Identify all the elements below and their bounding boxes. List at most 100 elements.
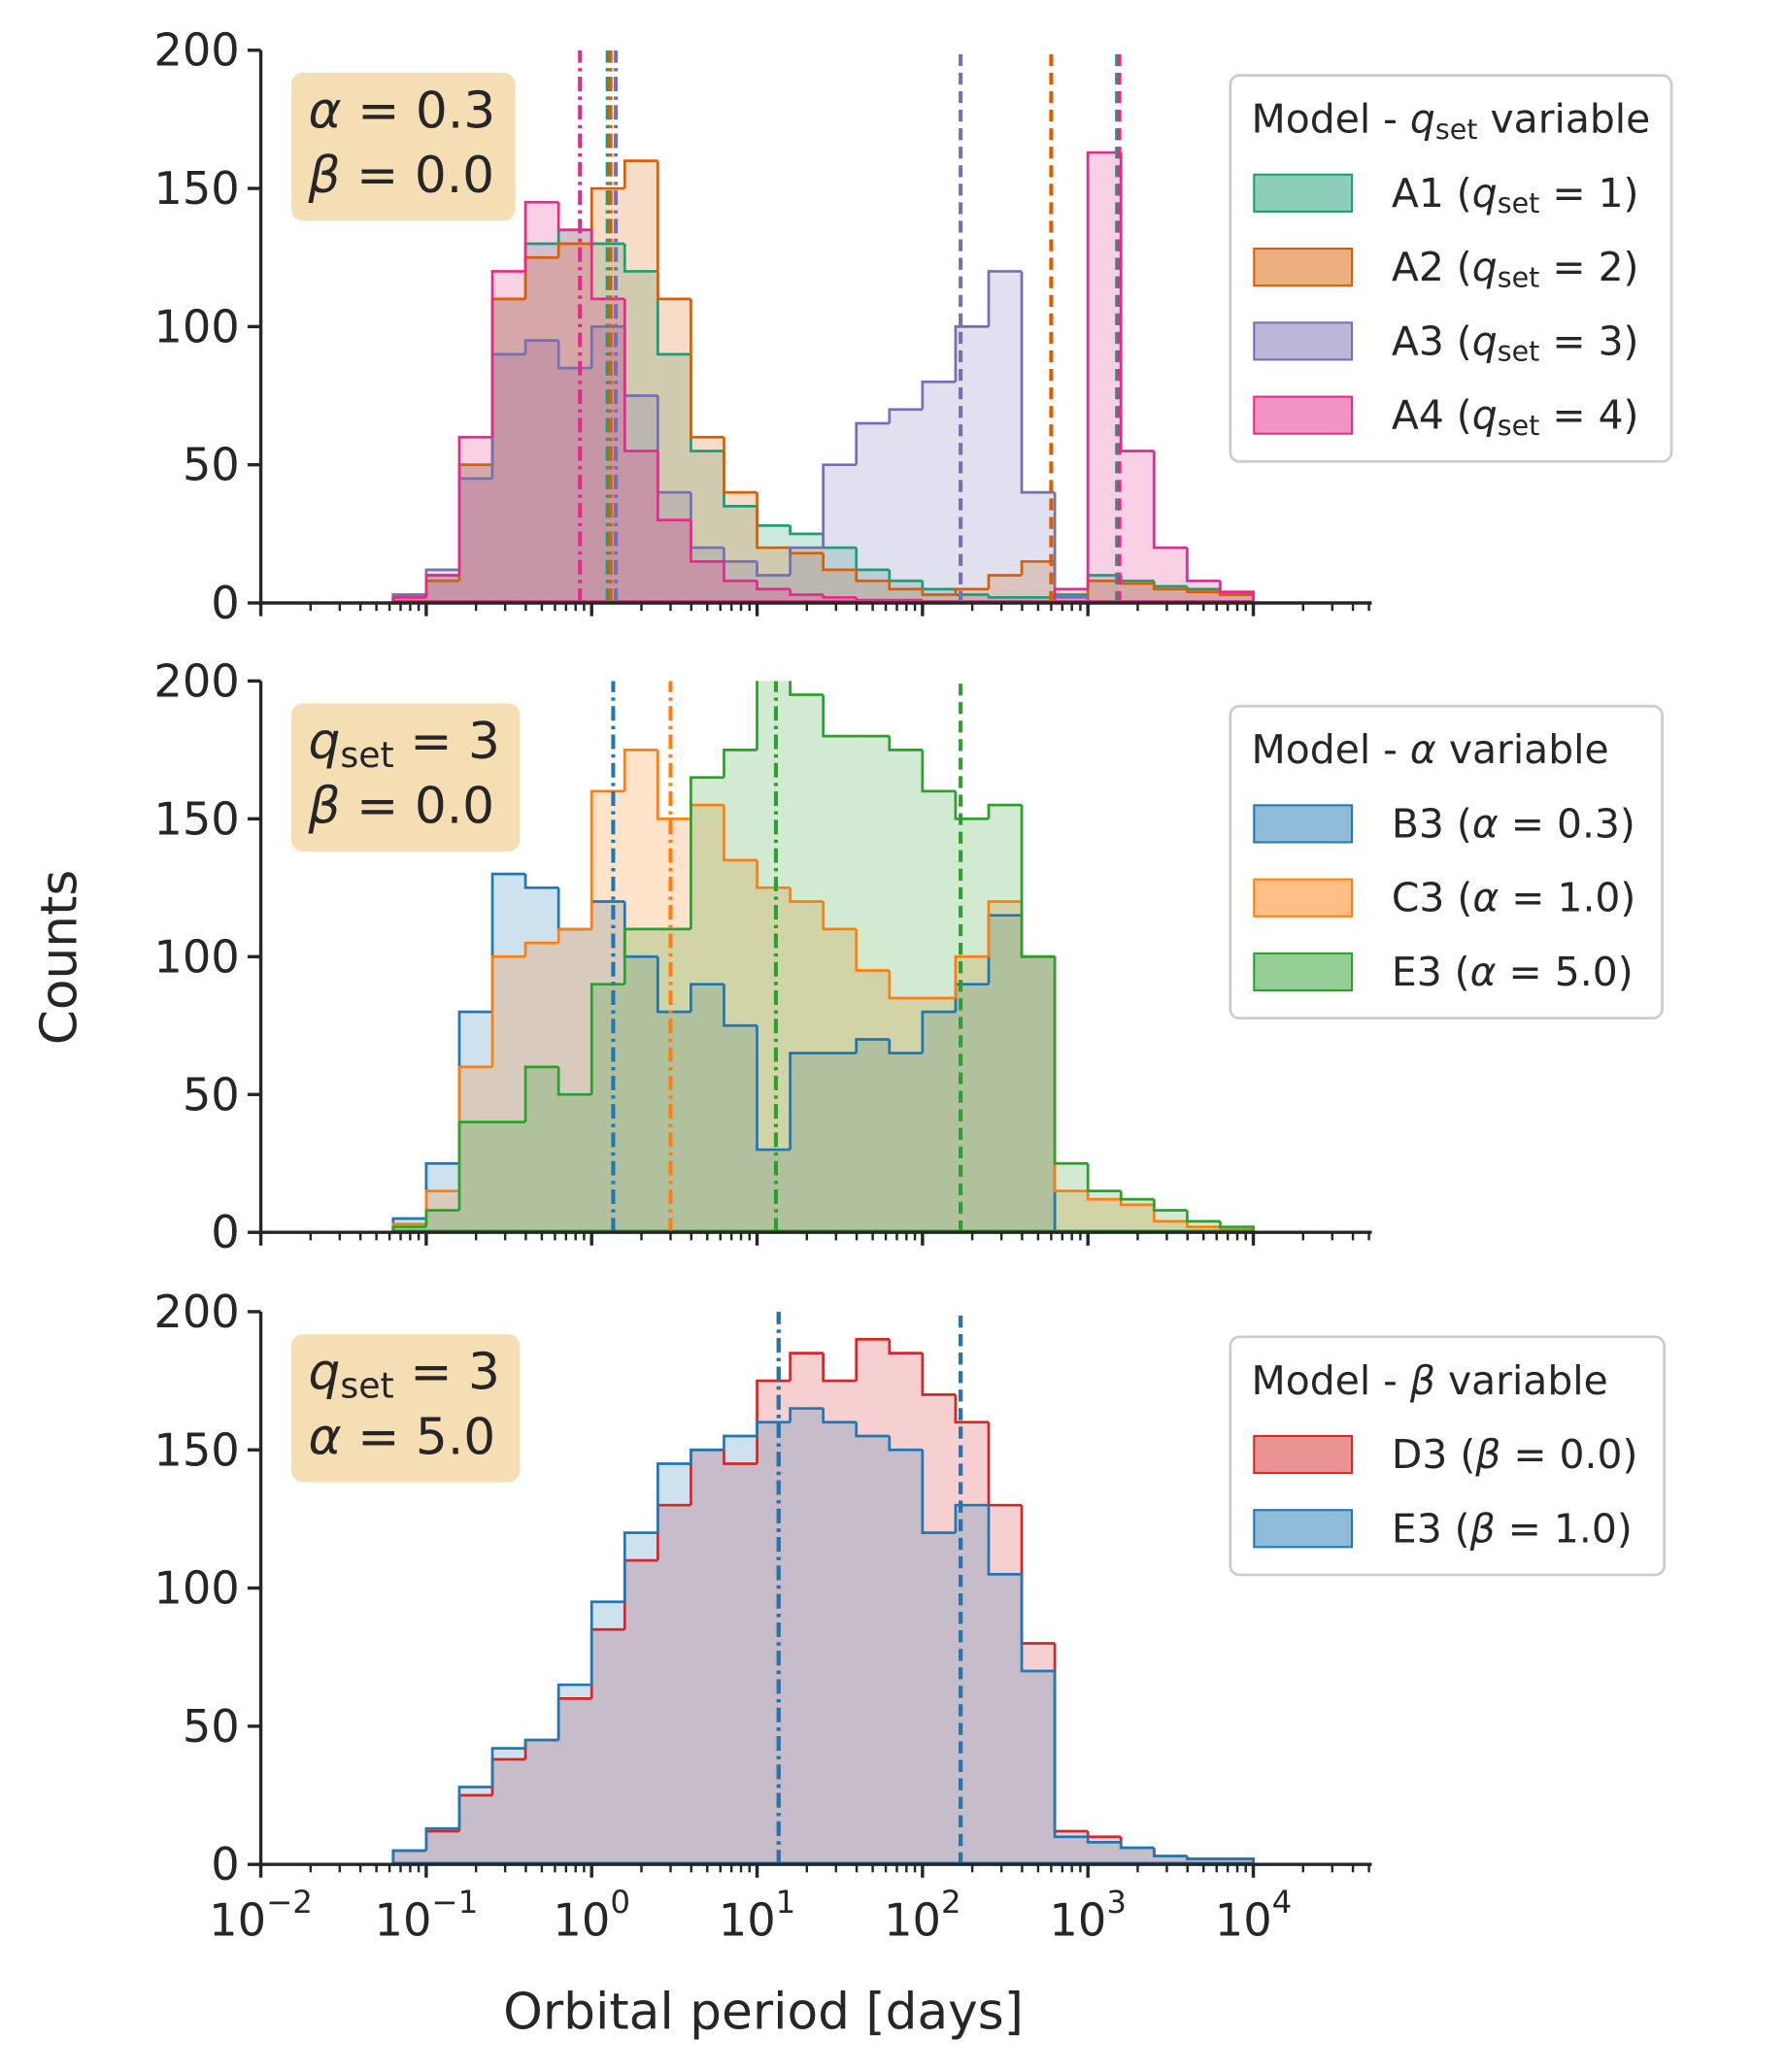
histogram-bar [492, 956, 526, 1233]
histogram-bar [823, 736, 857, 1233]
histogram-bar [989, 1574, 1023, 1865]
histogram-outline [756, 681, 758, 751]
histogram-bar [591, 1629, 625, 1865]
histogram-outline [723, 561, 758, 583]
histogram-bar [558, 1685, 592, 1865]
y-axis-label: Counts [31, 870, 89, 1046]
x-axis-label: Orbital period [days] [503, 1984, 1024, 2042]
histogram-bar [1022, 1643, 1056, 1865]
histogram-bar [624, 271, 658, 603]
histogram-outline [623, 159, 658, 189]
histogram-bar [1022, 492, 1056, 603]
histogram-outline [756, 1025, 791, 1152]
histogram-bar [724, 1463, 758, 1865]
histogram-bar [492, 298, 526, 603]
histogram-outline [1119, 1842, 1155, 1850]
histogram-outline [789, 1407, 824, 1422]
histogram-outline [723, 805, 758, 862]
histogram-bar [790, 533, 824, 603]
histogram-bar [624, 451, 658, 603]
legend-swatch [1253, 878, 1354, 918]
histogram-bar [492, 271, 526, 603]
histogram-outline [888, 1039, 923, 1055]
legend-label: A3 (qset = 3) [1392, 317, 1639, 367]
histogram-outline [457, 1786, 493, 1829]
histogram-bar [691, 451, 725, 603]
x-tick-label: 101 [719, 1884, 796, 1947]
histogram-bar [1187, 1858, 1221, 1865]
histogram-outline [789, 546, 824, 576]
histogram-outline [1186, 1855, 1221, 1860]
histogram-bar [856, 581, 890, 603]
legend-title: Model - β variable [1252, 1357, 1608, 1404]
histogram-bar [624, 1560, 658, 1865]
legend-title: Model - qset variable [1252, 96, 1651, 146]
histogram-bar [989, 597, 1023, 603]
y-tick-label: 200 [153, 1286, 239, 1338]
histogram-bar [724, 581, 758, 603]
histogram-outline [756, 561, 791, 577]
histogram-outline [656, 750, 691, 820]
histogram-bar [823, 1421, 857, 1865]
histogram-bar [657, 492, 691, 603]
histogram-outline [921, 750, 956, 793]
histogram-outline [1053, 956, 1089, 1165]
histogram-bar [525, 1740, 559, 1865]
histogram-bar [525, 943, 559, 1233]
histogram-outline [656, 956, 691, 1014]
histogram-bar [1022, 597, 1056, 603]
histogram-outline [556, 1683, 592, 1741]
y-tick-label: 100 [153, 930, 239, 983]
histogram-bar [392, 597, 426, 603]
histogram-bar [989, 805, 1023, 1233]
plot-area [391, 681, 1255, 1233]
histogram-bar [889, 1353, 923, 1865]
histogram-outline [1086, 597, 1122, 603]
histogram-bar [1022, 956, 1056, 1233]
histogram-outline [756, 1420, 791, 1437]
histogram-bar [458, 478, 493, 603]
histogram-bar [1220, 594, 1254, 603]
histogram-bar [889, 1450, 923, 1865]
legend-swatch [1253, 248, 1354, 287]
histogram-bar [691, 437, 725, 603]
histogram-outline [1086, 1836, 1122, 1844]
histogram-outline [855, 1338, 890, 1382]
legend-swatch [1253, 804, 1354, 844]
histogram-bar [525, 257, 559, 603]
histogram-outline [1020, 559, 1056, 576]
histogram-outline [391, 1849, 426, 1865]
histogram-outline [1186, 1220, 1221, 1228]
histogram-bar [1121, 584, 1155, 603]
histogram-bar [922, 997, 956, 1233]
histogram-bar [955, 594, 990, 603]
histogram-bar [757, 681, 791, 1233]
histogram-bar [591, 984, 625, 1233]
histogram-bar [1121, 1848, 1155, 1865]
histogram-bar [724, 1025, 758, 1233]
histogram-bar [790, 1353, 824, 1865]
histogram-bar [492, 1748, 526, 1865]
legend-swatch [1253, 1509, 1354, 1549]
histogram-outline [1086, 1163, 1122, 1193]
histogram-outline [490, 954, 526, 1067]
histogram-bar [657, 819, 691, 1233]
histogram-outline [822, 463, 857, 549]
histogram-bar [558, 1698, 592, 1865]
histogram-bar [1220, 1858, 1254, 1865]
histogram-bar [392, 1226, 426, 1233]
histogram-outline [822, 594, 857, 599]
histogram-outline [822, 694, 857, 738]
histogram-outline [723, 437, 758, 494]
histogram-bar [425, 581, 459, 603]
histogram-bar [657, 928, 691, 1233]
histogram-outline [822, 901, 857, 931]
histogram-outline [1152, 1848, 1188, 1858]
histogram-bar [558, 243, 592, 603]
histogram-bar [425, 1210, 459, 1233]
histogram-bar [1055, 1163, 1089, 1233]
histogram-outline [490, 1747, 526, 1788]
histogram-bar [425, 1831, 459, 1865]
histogram-outline [987, 574, 1023, 589]
